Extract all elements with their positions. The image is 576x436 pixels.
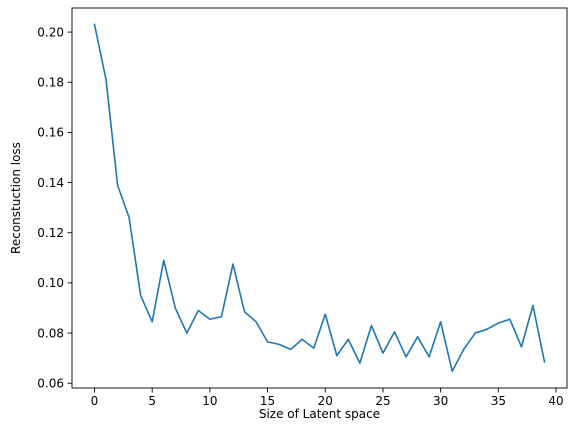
y-tick-label: 0.08 bbox=[37, 326, 64, 340]
x-tick-label: 5 bbox=[148, 394, 156, 408]
x-tick-label: 25 bbox=[375, 394, 390, 408]
x-tick-label: 40 bbox=[548, 394, 563, 408]
series-layer bbox=[93, 23, 546, 372]
y-tick-label: 0.16 bbox=[37, 126, 64, 140]
y-tick-label: 0.18 bbox=[37, 76, 64, 90]
x-tick-label: 30 bbox=[433, 394, 448, 408]
y-tick-label: 0.10 bbox=[37, 276, 64, 290]
x-tick-label: 10 bbox=[202, 394, 217, 408]
x-axis-label: Size of Latent space bbox=[259, 407, 380, 421]
y-axis-ticks: 0.06 0.08 0.10 0.12 0.14 0.16 0.18 0.20 bbox=[37, 25, 72, 391]
x-tick-label: 20 bbox=[318, 394, 333, 408]
axes-frame bbox=[71, 7, 568, 389]
x-axis-ticks: 0 5 10 15 20 25 30 35 40 bbox=[91, 388, 564, 408]
plot-area-frame bbox=[71, 7, 568, 389]
y-tick-label: 0.06 bbox=[37, 377, 64, 391]
x-tick-label: 15 bbox=[260, 394, 275, 408]
y-tick-label: 0.20 bbox=[37, 25, 64, 39]
y-tick-label: 0.14 bbox=[37, 176, 64, 190]
y-tick-label: 0.12 bbox=[37, 226, 64, 240]
series-line-0 bbox=[93, 23, 546, 372]
x-tick-label: 0 bbox=[91, 394, 99, 408]
x-tick-label: 35 bbox=[491, 394, 506, 408]
y-axis-label: Reconstuction loss bbox=[9, 142, 23, 254]
